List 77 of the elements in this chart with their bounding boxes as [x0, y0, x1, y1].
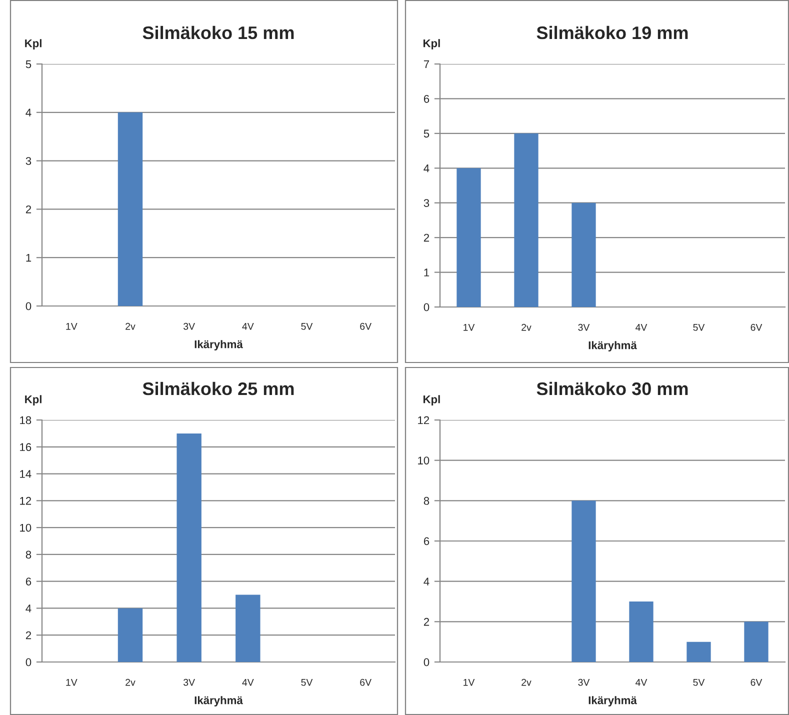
y-tick-label: 12: [418, 416, 430, 424]
x-tick-label: 5V: [301, 679, 313, 686]
bar: [456, 168, 481, 307]
x-tick-label: 5V: [301, 323, 313, 330]
x-axis-title: Ikäryhmä: [588, 341, 637, 352]
y-tick-label: 0: [26, 658, 32, 666]
x-tick-label: 4V: [242, 323, 254, 330]
x-tick-label: 4V: [636, 324, 648, 331]
x-tick-label: 6V: [360, 322, 372, 330]
x-tick-label: 4V: [242, 679, 254, 686]
bar: [572, 500, 596, 662]
y-tick-label: 6: [26, 578, 32, 586]
y-tick-label: 16: [20, 443, 32, 452]
x-tick-label: 6V: [360, 678, 372, 686]
y-tick-label: 5: [26, 60, 32, 68]
y-tick-label: 2: [424, 618, 430, 626]
y-tick-label: 2: [26, 631, 32, 640]
y-tick-label: 5: [424, 130, 430, 138]
x-tick-label: 3V: [184, 322, 195, 330]
y-tick-label: 3: [424, 199, 430, 207]
x-tick-label: 2v: [522, 324, 532, 331]
y-tick-label: 4: [26, 604, 32, 612]
bar: [236, 594, 260, 662]
chart-title: Silmäkoko 30 mm: [536, 382, 688, 396]
y-tick-label: 0: [26, 302, 32, 310]
x-axis-title: Ikäryhmä: [194, 696, 243, 706]
y-tick-label: 0: [424, 303, 430, 312]
bar: [572, 202, 596, 307]
x-tick-label: 2v: [126, 322, 136, 330]
y-tick-label: 2: [424, 234, 430, 242]
y-tick-label: 14: [20, 470, 32, 478]
x-axis-title: Ikäryhmä: [194, 340, 243, 350]
x-tick-label: 1V: [464, 679, 475, 686]
y-tick-label: 10: [20, 524, 32, 532]
y-tick-label: 18: [20, 416, 32, 424]
bar: [686, 642, 711, 662]
x-tick-label: 5V: [693, 324, 705, 331]
x-tick-label: 1V: [66, 679, 78, 686]
x-tick-label: 3V: [578, 678, 590, 686]
x-tick-label: 5V: [693, 679, 705, 686]
y-tick-label: 8: [26, 550, 32, 559]
y-tick-label: 0: [424, 658, 430, 666]
y-tick-label: 2: [26, 205, 32, 214]
bar: [176, 433, 202, 662]
y-tick-label: 8: [424, 496, 430, 505]
x-tick-label: 2v: [522, 678, 532, 686]
x-tick-label: 2v: [126, 678, 136, 686]
y-tick-label: 1: [26, 254, 32, 262]
y-tick-label: 7: [424, 60, 430, 68]
y-axis-title: Kpl: [25, 395, 42, 406]
x-tick-label: 6V: [750, 678, 762, 686]
chart-title: Silmäkoko 25 mm: [142, 382, 294, 396]
y-tick-label: 4: [424, 578, 430, 586]
bar: [629, 602, 654, 662]
y-axis-title: Kpl: [423, 39, 440, 50]
x-tick-label: 3V: [184, 678, 195, 686]
bar: [118, 608, 143, 662]
x-tick-label: 6V: [750, 324, 762, 331]
y-tick-label: 4: [26, 108, 32, 116]
y-tick-label: 12: [20, 496, 32, 505]
bar: [744, 622, 768, 662]
x-tick-label: 1V: [66, 323, 78, 330]
chart-title: Silmäkoko 15 mm: [142, 26, 294, 40]
x-tick-label: 3V: [578, 324, 590, 331]
x-tick-label: 1V: [464, 324, 475, 331]
y-tick-label: 6: [424, 94, 430, 103]
y-tick-label: 6: [424, 537, 430, 546]
y-tick-label: 3: [26, 157, 32, 165]
y-tick-label: 1: [424, 268, 430, 276]
y-axis-title: Kpl: [25, 39, 42, 50]
y-tick-label: 10: [418, 456, 430, 464]
x-tick-label: 4V: [636, 679, 648, 686]
y-tick-label: 4: [424, 164, 430, 172]
y-axis-title: Kpl: [423, 395, 440, 406]
chart-title: Silmäkoko 19 mm: [536, 26, 688, 40]
x-axis-title: Ikäryhmä: [588, 696, 637, 706]
bar: [514, 133, 538, 307]
